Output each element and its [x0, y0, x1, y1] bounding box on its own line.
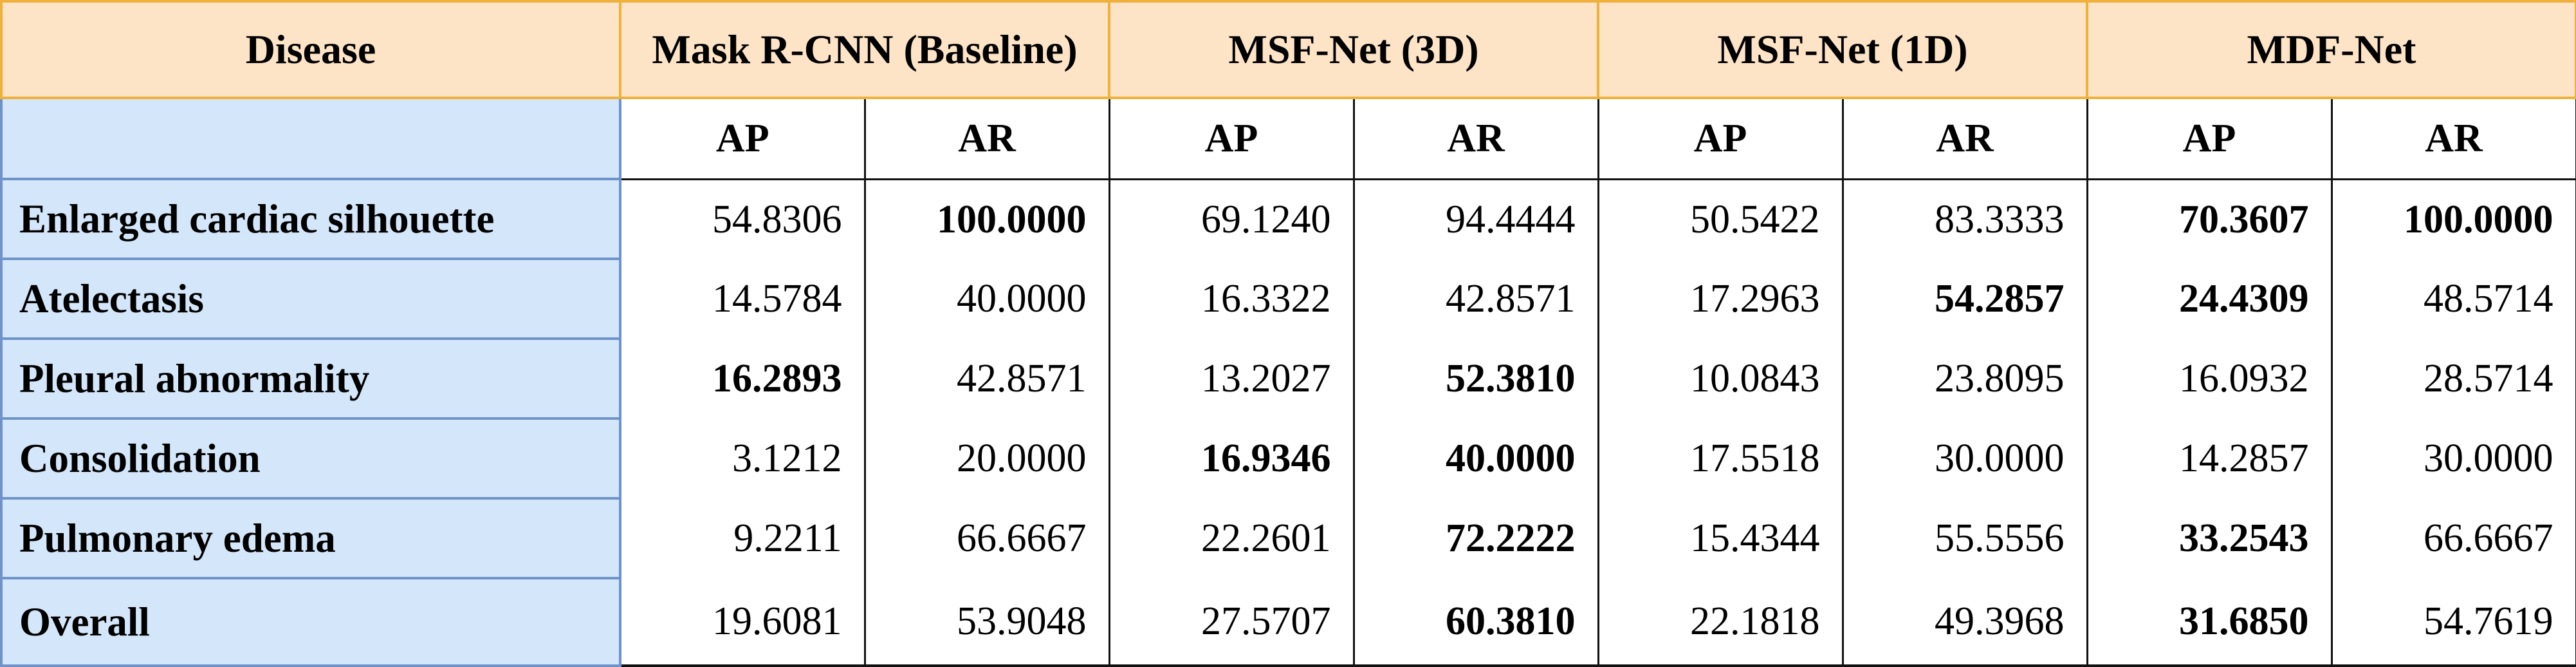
metric-header-ar: AR: [2330, 97, 2576, 180]
metric-header-ar: AR: [1841, 97, 2088, 180]
method-header-row: Disease Mask R-CNN (Baseline) MSF-Net (3…: [0, 0, 2576, 99]
row-label-disease: Overall: [0, 577, 621, 667]
value-cell: 55.5556: [1841, 498, 2088, 578]
table-row: Consolidation 3.1212 20.0000 16.9346 40.0000…: [0, 417, 2576, 500]
metric-header-ap: AP: [1108, 97, 1355, 180]
metric-header-ap: AP: [1597, 97, 1844, 180]
table-row: Enlarged cardiac silhouette 54.8306 100.00…: [0, 178, 2576, 260]
value-cell: 17.5518: [1597, 418, 1844, 498]
table-row: Pleural abnormality 16.2893 42.8571 13.2027…: [0, 337, 2576, 420]
table-row: Atelectasis 14.5784 40.0000 16.3322 42.8571 1…: [0, 258, 2576, 340]
value-cell: 31.6850: [2086, 578, 2333, 667]
value-cell: 16.9346: [1108, 418, 1355, 498]
value-cell: 33.2543: [2086, 498, 2333, 578]
value-cell: 24.4309: [2086, 259, 2333, 339]
value-cell: 16.2893: [619, 339, 866, 418]
value-cell: 30.0000: [2330, 418, 2576, 498]
value-cell: 42.8571: [1352, 259, 1599, 339]
value-cell: 16.0932: [2086, 339, 2333, 418]
value-cell: 94.4444: [1352, 179, 1599, 259]
value-cell: 19.6081: [619, 578, 866, 667]
value-cell: 27.5707: [1108, 578, 1355, 667]
value-cell: 30.0000: [1841, 418, 2088, 498]
method-header-mask-rcnn: Mask R-CNN (Baseline): [619, 0, 1110, 99]
value-cell: 100.0000: [2330, 179, 2576, 259]
value-cell: 20.0000: [863, 418, 1110, 498]
value-cell: 83.3333: [1841, 179, 2088, 259]
value-cell: 22.1818: [1597, 578, 1844, 667]
method-header-msf-net-3d: MSF-Net (3D): [1108, 0, 1599, 99]
value-cell: 23.8095: [1841, 339, 2088, 418]
value-cell: 54.7619: [2330, 578, 2576, 667]
value-cell: 17.2963: [1597, 259, 1844, 339]
blank-header-cell: [0, 97, 621, 180]
value-cell: 72.2222: [1352, 498, 1599, 578]
value-cell: 66.6667: [2330, 498, 2576, 578]
row-label-disease: Pleural abnormality: [0, 337, 621, 420]
table-row: Overall 19.6081 53.9048 27.5707 60.3810 22.18…: [0, 577, 2576, 667]
value-cell: 13.2027: [1108, 339, 1355, 418]
value-cell: 3.1212: [619, 418, 866, 498]
value-cell: 52.3810: [1352, 339, 1599, 418]
value-cell: 14.5784: [619, 259, 866, 339]
method-header-mdf-net: MDF-Net: [2086, 0, 2576, 99]
disease-column-header: Disease: [0, 0, 621, 99]
metric-header-row: AP AR AP AR AP AR AP AR: [0, 97, 2576, 180]
row-label-disease: Atelectasis: [0, 258, 621, 340]
metric-header-ar: AR: [863, 97, 1110, 180]
value-cell: 15.4344: [1597, 498, 1844, 578]
value-cell: 70.3607: [2086, 179, 2333, 259]
value-cell: 49.3968: [1841, 578, 2088, 667]
value-cell: 53.9048: [863, 578, 1110, 667]
value-cell: 14.2857: [2086, 418, 2333, 498]
method-header-msf-net-1d: MSF-Net (1D): [1597, 0, 2088, 99]
value-cell: 54.8306: [619, 179, 866, 259]
value-cell: 66.6667: [863, 498, 1110, 578]
row-label-disease: Pulmonary edema: [0, 497, 621, 579]
metric-header-ar: AR: [1352, 97, 1599, 180]
value-cell: 40.0000: [863, 259, 1110, 339]
value-cell: 40.0000: [1352, 418, 1599, 498]
metric-header-ap: AP: [619, 97, 866, 180]
value-cell: 16.3322: [1108, 259, 1355, 339]
row-label-disease: Enlarged cardiac silhouette: [0, 178, 621, 260]
value-cell: 48.5714: [2330, 259, 2576, 339]
value-cell: 42.8571: [863, 339, 1110, 418]
value-cell: 10.0843: [1597, 339, 1844, 418]
value-cell: 9.2211: [619, 498, 866, 578]
value-cell: 50.5422: [1597, 179, 1844, 259]
value-cell: 69.1240: [1108, 179, 1355, 259]
table-body: Enlarged cardiac silhouette 54.8306 100.00…: [0, 178, 2576, 667]
value-cell: 54.2857: [1841, 259, 2088, 339]
metric-header-ap: AP: [2086, 97, 2333, 180]
value-cell: 28.5714: [2330, 339, 2576, 418]
row-label-disease: Consolidation: [0, 417, 621, 500]
value-cell: 22.2601: [1108, 498, 1355, 578]
table-row: Pulmonary edema 9.2211 66.6667 22.2601 72.22…: [0, 497, 2576, 579]
value-cell: 100.0000: [863, 179, 1110, 259]
value-cell: 60.3810: [1352, 578, 1599, 667]
